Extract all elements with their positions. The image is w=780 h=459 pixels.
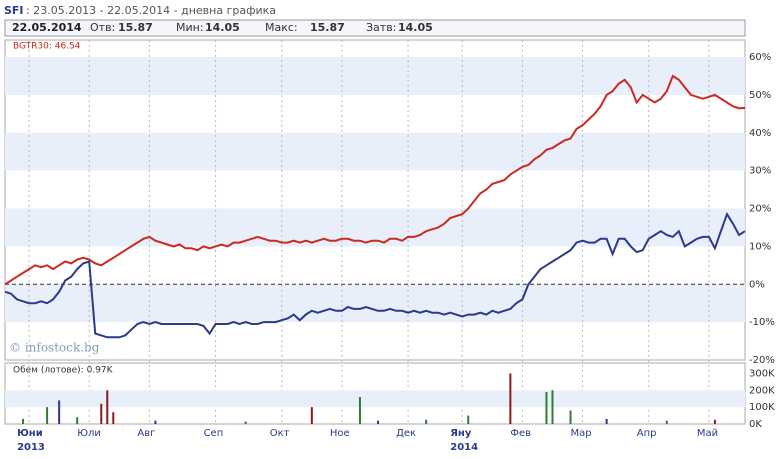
y-tick-label: 100K [749,402,775,413]
ticker: SFI [4,4,24,17]
x-tick-label: Фев [510,428,531,439]
volume-bar [112,412,115,424]
volume-bar [244,421,247,424]
quote-value: 14.05 [398,21,433,34]
volume-bar [58,400,61,424]
volume-bar [100,403,103,424]
y-tick-label: 30% [749,166,771,177]
volume-bar [545,391,548,424]
year-label: 2014 [450,442,478,453]
x-tick-label: Сеп [204,428,224,439]
y-tick-label: 60% [749,52,771,63]
y-tick-label: -20% [749,355,775,366]
volume-bar [509,373,512,424]
date-range: : 23.05.2013 - 22.05.2014 - дневна графи… [26,4,276,17]
x-tick-label: Юни [17,428,43,439]
quote-label: Затв: [366,21,396,34]
quote-date: 22.05.2014 [12,21,82,34]
x-tick-label: Авг [137,428,155,439]
volume-bar [377,420,380,424]
year-label: 2013 [17,442,45,453]
grid-band [5,284,745,323]
x-tick-label: Май [697,428,718,439]
y-tick-label: 200K [749,385,775,396]
y-tick-label: 50% [749,90,771,101]
y-tick-label: 0K [749,419,762,430]
x-tick-label: Апр [637,428,657,439]
volume-bar [551,390,554,424]
y-tick-label: 40% [749,128,771,139]
volume-bar [310,407,313,424]
grid-band [5,57,745,95]
quote-label: Макс: [265,21,298,34]
quote-value: 15.87 [310,21,345,34]
volume-bar [358,397,361,424]
x-tick-label: Мар [571,428,592,439]
legend-entry: BGTR30: 46.54 [13,42,81,52]
y-tick-label: 0% [749,279,765,290]
y-tick-label: 20% [749,204,771,215]
volume-bar [665,420,668,424]
quote-value: 14.05 [205,21,240,34]
x-tick-label: Юли [77,428,101,439]
volume-bar [569,410,572,424]
line-series [4,211,746,339]
quote-box [4,19,746,37]
volume-bar [154,420,157,424]
watermark: © infostock.bg [9,341,100,355]
volume-bar [467,415,470,424]
x-tick-label: Яну [450,428,472,439]
volume-bar [46,407,49,424]
quote-label: Отв: [90,21,115,34]
x-tick-label: Дек [396,428,416,439]
y-tick-label: -10% [749,317,775,328]
line-series [4,74,746,286]
quote-value: 15.87 [118,21,153,34]
volume-bar [605,418,608,424]
y-tick-label: 300K [749,368,775,379]
x-tick-label: Ное [330,428,350,439]
volume-bar [713,419,716,424]
volume-bar [425,419,428,424]
x-tick-label: Окт [270,428,290,439]
volume-label: Обем (лотове): 0.97K [13,366,114,376]
quote-label: Мин: [176,21,204,34]
grid-band [5,132,745,171]
y-tick-label: 10% [749,241,771,252]
grid-band [5,390,745,408]
volume-bar [76,417,79,424]
volume-bar [22,418,25,424]
volume-bar [106,390,109,424]
